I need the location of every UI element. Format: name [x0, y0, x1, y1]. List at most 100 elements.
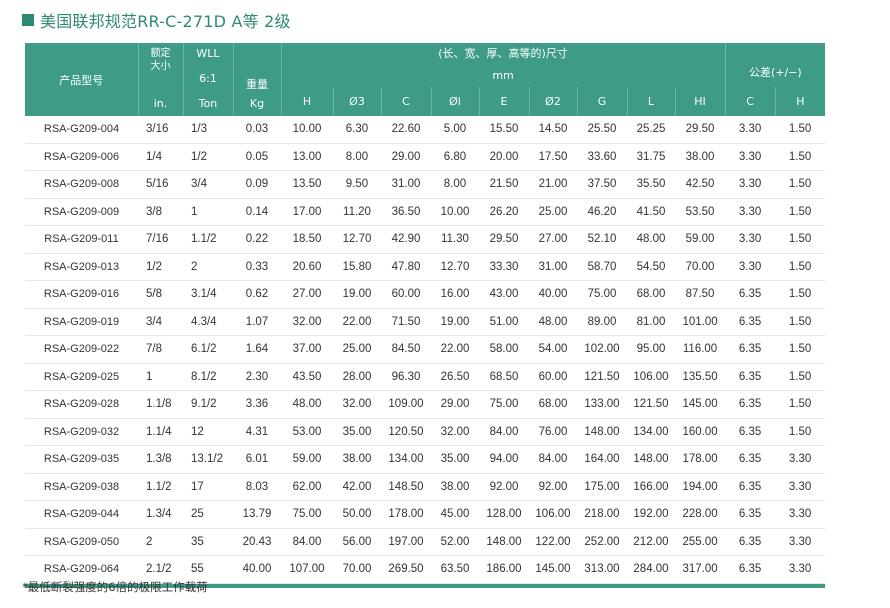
- cell-e: 148.00: [479, 528, 529, 556]
- cell-e: 75.00: [479, 390, 529, 419]
- cell-d2: 27.00: [529, 225, 577, 254]
- table-row: RSA-G209-038 1.1/2 17 8.03 62.00 42.00 148.50 3…: [25, 473, 826, 501]
- table-row: RSA-G209-013 1/2 2 0.33 20.60 15.80 47.80 12.70…: [25, 253, 826, 281]
- title-marker: [22, 14, 34, 26]
- title-row: 美国联邦规范RR-C-271D A等 2级: [22, 8, 291, 32]
- cell-d3: 32.00: [333, 390, 381, 419]
- table-row: RSA-G209-050 2 35 20.43 84.00 56.00 197.00 52.0…: [25, 528, 826, 556]
- cell-hi: 59.00: [675, 225, 726, 254]
- table-row: RSA-G209-008 5/16 3/4 0.09 13.50 9.50 31.00 8.0…: [25, 170, 826, 199]
- cell-d2: 14.50: [529, 116, 577, 144]
- cell-wll: 3/4: [183, 170, 233, 199]
- cell-tol-h: 1.50: [775, 280, 826, 309]
- cell-d3: 12.70: [333, 225, 381, 254]
- cell-model: RSA-G209-009: [25, 198, 138, 226]
- cell-hi: 38.00: [675, 143, 726, 171]
- header-col-hi: HI: [675, 87, 726, 116]
- cell-h: 62.00: [281, 473, 333, 501]
- cell-c: 42.90: [381, 225, 431, 254]
- cell-l: 148.00: [627, 445, 675, 474]
- cell-d3: 70.00: [333, 555, 381, 584]
- cell-model: RSA-G209-044: [25, 500, 138, 529]
- cell-d2: 31.00: [529, 253, 577, 281]
- cell-tol-c: 3.30: [725, 170, 776, 199]
- cell-d3: 42.00: [333, 473, 381, 501]
- cell-hi: 135.50: [675, 363, 726, 391]
- header-dimensions: (长、宽、厚、高等的)尺寸 mm: [281, 43, 726, 87]
- cell-rated-size: 2.1/2: [138, 555, 183, 584]
- cell-rated-size: 2: [138, 528, 183, 556]
- cell-model: RSA-G209-035: [25, 445, 138, 474]
- cell-hi: 317.00: [675, 555, 726, 584]
- cell-l: 95.00: [627, 335, 675, 364]
- cell-weight: 1.64: [233, 335, 281, 364]
- header-col-e: E: [479, 87, 530, 116]
- cell-g: 75.00: [577, 280, 627, 309]
- table-row: RSA-G209-035 1.3/8 13.1/2 6.01 59.00 38.00 134…: [25, 445, 826, 474]
- cell-tol-h: 1.50: [775, 143, 826, 171]
- cell-l: 68.00: [627, 280, 675, 309]
- cell-e: 186.00: [479, 555, 529, 584]
- cell-tol-h: 3.30: [775, 555, 826, 584]
- cell-d3: 22.00: [333, 308, 381, 336]
- cell-d3: 35.00: [333, 418, 381, 446]
- page-title: 美国联邦规范RR-C-271D A等 2级: [40, 12, 291, 31]
- cell-rated-size: 7/8: [138, 335, 183, 364]
- cell-wll: 35: [183, 528, 233, 556]
- cell-model: RSA-G209-064: [25, 555, 138, 584]
- cell-weight: 20.43: [233, 528, 281, 556]
- cell-h: 107.00: [281, 555, 333, 584]
- cell-h: 13.50: [281, 170, 333, 199]
- cell-d2: 122.00: [529, 528, 577, 556]
- cell-d3: 28.00: [333, 363, 381, 391]
- cell-weight: 0.33: [233, 253, 281, 281]
- cell-hi: 178.00: [675, 445, 726, 474]
- cell-c: 29.00: [381, 143, 431, 171]
- cell-c: 47.80: [381, 253, 431, 281]
- cell-d2: 106.00: [529, 500, 577, 529]
- cell-weight: 0.14: [233, 198, 281, 226]
- cell-weight: 13.79: [233, 500, 281, 529]
- cell-rated-size: 1/2: [138, 253, 183, 281]
- cell-tol-c: 6.35: [725, 555, 776, 584]
- cell-tol-c: 6.35: [725, 335, 776, 364]
- cell-tol-h: 3.30: [775, 528, 826, 556]
- cell-e: 58.00: [479, 335, 529, 364]
- cell-d1: 19.00: [431, 308, 479, 336]
- header-col-d2: Ø2: [529, 87, 578, 116]
- cell-wll: 9.1/2: [183, 390, 233, 419]
- table-row: RSA-G209-016 5/8 3.1/4 0.62 27.00 19.00 60.00 1…: [25, 280, 826, 309]
- cell-d2: 60.00: [529, 363, 577, 391]
- cell-g: 52.10: [577, 225, 627, 254]
- cell-tol-c: 6.35: [725, 445, 776, 474]
- header-dimensions-unit: mm: [492, 69, 514, 82]
- cell-weight: 0.22: [233, 225, 281, 254]
- cell-g: 89.00: [577, 308, 627, 336]
- cell-d1: 52.00: [431, 528, 479, 556]
- cell-tol-c: 6.35: [725, 418, 776, 446]
- cell-hi: 53.50: [675, 198, 726, 226]
- cell-d1: 32.00: [431, 418, 479, 446]
- cell-e: 21.50: [479, 170, 529, 199]
- cell-rated-size: 5/16: [138, 170, 183, 199]
- cell-tol-h: 1.50: [775, 363, 826, 391]
- header-rated-size-line2: 大小: [150, 61, 171, 72]
- cell-model: RSA-G209-032: [25, 418, 138, 446]
- cell-g: 252.00: [577, 528, 627, 556]
- header-tol-c: C: [725, 87, 776, 116]
- cell-tol-c: 3.30: [725, 143, 776, 171]
- cell-d2: 21.00: [529, 170, 577, 199]
- cell-d3: 56.00: [333, 528, 381, 556]
- cell-tol-h: 1.50: [775, 253, 826, 281]
- cell-weight: 0.62: [233, 280, 281, 309]
- cell-d1: 6.80: [431, 143, 479, 171]
- cell-wll: 17: [183, 473, 233, 501]
- cell-weight: 6.01: [233, 445, 281, 474]
- header-col-g: G: [577, 87, 628, 116]
- header-tolerance: 公差(+/−): [725, 43, 826, 87]
- cell-tol-h: 1.50: [775, 308, 826, 336]
- cell-tol-c: 3.30: [725, 198, 776, 226]
- cell-e: 15.50: [479, 116, 529, 144]
- cell-d1: 16.00: [431, 280, 479, 309]
- header-weight-label: 重量: [246, 78, 268, 91]
